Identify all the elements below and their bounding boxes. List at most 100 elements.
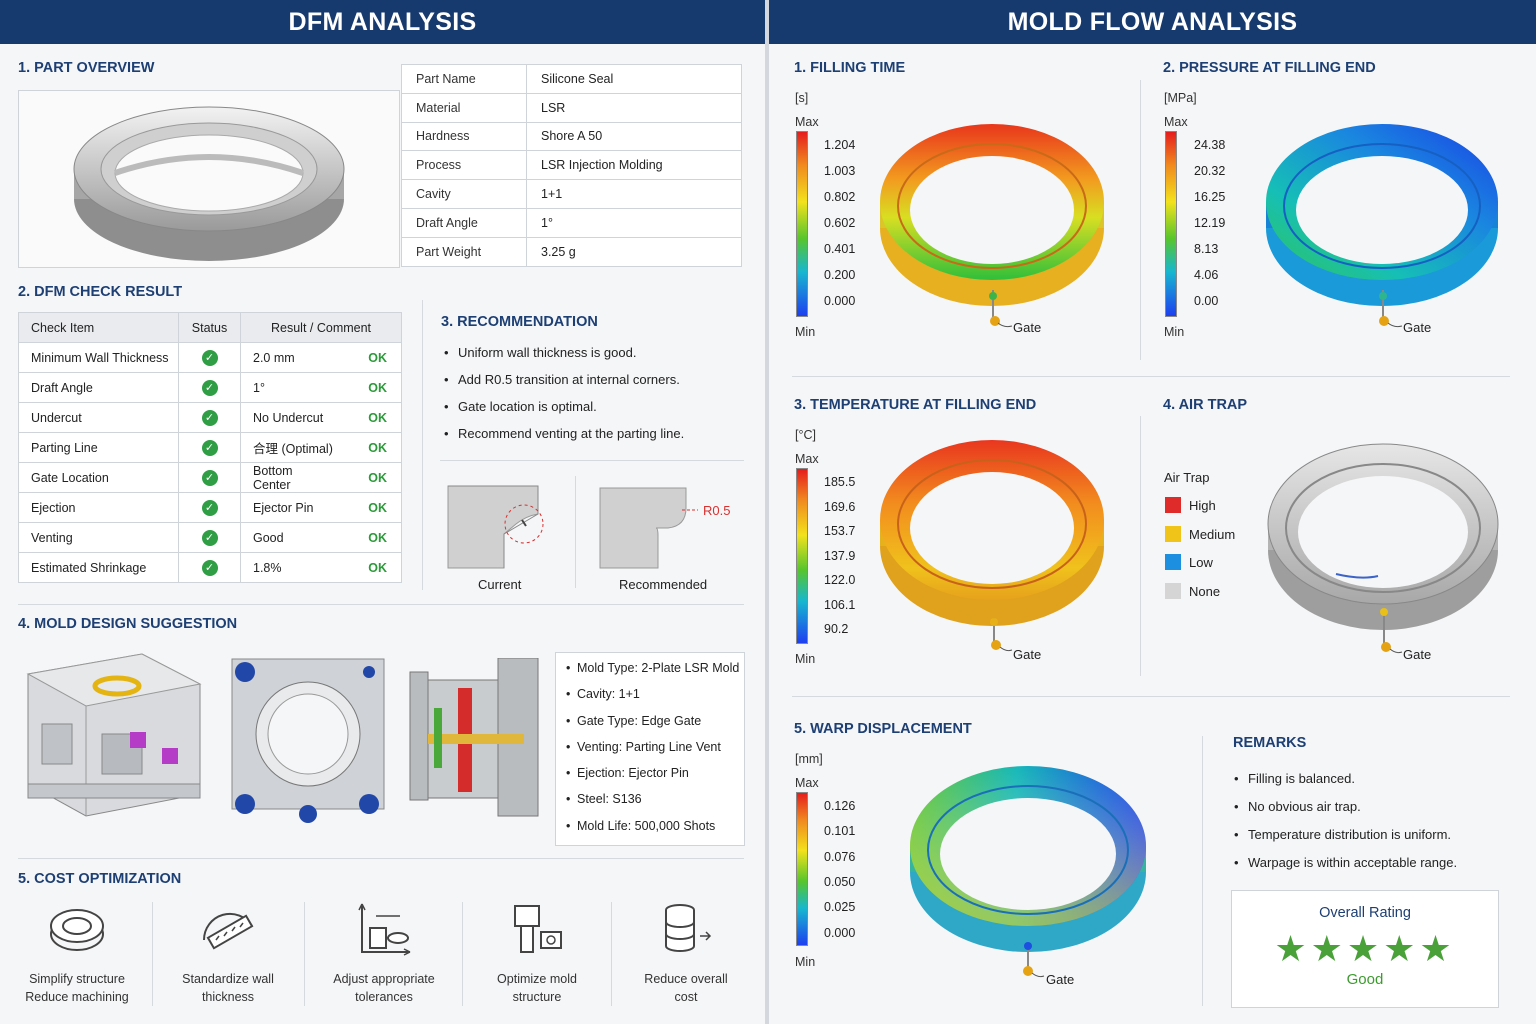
remarks-item: Warpage is within acceptable range. (1234, 849, 1457, 877)
temperature-unit: [°C] (795, 428, 816, 442)
cost-item-reduce-cost: Reduce overall cost (630, 900, 742, 1006)
check-item: Gate Location (18, 462, 179, 493)
star-rating-icon: ★★★★★ (1274, 928, 1456, 969)
status-cell: ✓ (178, 492, 241, 523)
legend-swatch (1165, 582, 1181, 599)
check-circle-icon: ✓ (201, 559, 218, 576)
check-item: Parting Line (18, 432, 179, 463)
corner-current-diagram (446, 484, 556, 575)
spec-key: Draft Angle (401, 207, 527, 238)
colorbar-tick-label: 0.401 (824, 242, 856, 256)
overall-rating-title: Overall Rating (1319, 905, 1411, 921)
warp-colorbar (796, 792, 808, 946)
spec-value: 3.25 g (526, 236, 742, 267)
air-trap-ring (1266, 440, 1502, 661)
dfm-panel: DFM ANALYSIS 1. PART OVERVIEW Part Name S… (0, 0, 765, 1024)
panel-divider (765, 0, 769, 1024)
status-cell: ✓ (178, 432, 241, 463)
spec-key: Part Weight (401, 236, 527, 267)
warp-ring (908, 764, 1152, 989)
corner-recommended-diagram (598, 486, 698, 575)
tolerance-icon (358, 903, 411, 956)
status-cell: ✓ (178, 342, 241, 373)
legend-label: Low (1189, 555, 1213, 570)
check-circle-icon: ✓ (201, 379, 218, 396)
colorbar-tick-label: 169.6 (824, 499, 856, 514)
check-circle-icon: ✓ (201, 529, 218, 546)
cost-item-line2: tolerances (355, 990, 413, 1004)
temperature-min-label: Min (795, 652, 816, 666)
colorbar-tick-label: 24.38 (1194, 138, 1226, 152)
table-row: Gate Location ✓ Bottom Center OK (18, 462, 402, 493)
table-header-row: Check Item Status Result / Comment (18, 312, 402, 343)
ok-badge: OK (333, 462, 402, 493)
ruler-icon (202, 912, 254, 950)
filling-time-ring (878, 118, 1110, 333)
colorbar-tick-label: 1.003 (824, 164, 856, 178)
spec-key: Material (401, 92, 527, 123)
check-item: Venting (18, 522, 179, 553)
colorbar-tick-label: 8.13 (1194, 242, 1219, 256)
recommendation-item: Add R0.5 transition at internal corners. (444, 372, 684, 399)
colorbar-tick-label: 16.25 (1194, 190, 1226, 204)
coins-icon (665, 904, 712, 952)
spec-value: 1° (526, 207, 742, 238)
pressure-title: 2. PRESSURE AT FILLING END (1163, 60, 1376, 76)
mold-spec-item: Gate Type: Edge Gate (566, 714, 744, 740)
check-item: Draft Angle (18, 372, 179, 403)
temperature-colorbar (796, 468, 808, 644)
pressure-max-label: Max (1164, 115, 1188, 129)
colorbar-tick-label: 0.025 (824, 900, 856, 915)
spec-key: Process (401, 150, 527, 181)
colorbar-tick-label: 0.00 (1194, 294, 1219, 308)
check-item: Minimum Wall Thickness (18, 342, 179, 373)
colorbar-tick-label: 0.000 (824, 294, 856, 308)
check-item: Estimated Shrinkage (18, 552, 179, 583)
check-circle-icon: ✓ (201, 349, 218, 366)
colorbar-tick-label: 0.050 (824, 874, 856, 889)
colorbar-tick-label: 0.076 (824, 849, 856, 864)
ok-badge: OK (333, 402, 402, 433)
legend-label: High (1189, 498, 1216, 513)
temperature-max-label: Max (795, 452, 819, 466)
overall-rating-box: Overall Rating ★★★★★ Good (1231, 890, 1499, 1008)
table-row: Ejection ✓ Ejector Pin OK (18, 492, 402, 523)
recommendation-item: Recommend venting at the parting line. (444, 426, 684, 453)
col-check-item: Check Item (18, 312, 179, 343)
colorbar-tick-label: 0.101 (824, 824, 856, 839)
cost-item-line2: thickness (201, 990, 255, 1004)
cost-item-line2: cost (674, 990, 698, 1004)
remarks-list: Filling is balanced. No obvious air trap… (1234, 765, 1457, 877)
spec-value: LSR Injection Molding (526, 150, 742, 181)
recommendation-title: 3. RECOMMENDATION (441, 314, 598, 330)
filling-time-min-label: Min (795, 325, 816, 339)
legend-swatch (1165, 497, 1181, 513)
cost-item-line1: Optimize mold (497, 972, 577, 986)
current-label: Current (478, 577, 522, 592)
overall-rating-value: Good (1346, 971, 1384, 988)
table-row: Minimum Wall Thickness ✓ 2.0 mm OK (18, 342, 402, 373)
mold-3d-render (22, 644, 206, 825)
warp-title: 5. WARP DISPLACEMENT (794, 721, 972, 737)
table-row: Estimated Shrinkage ✓ 1.8% OK (18, 552, 402, 583)
colorbar-tick-label: 12.19 (1194, 216, 1226, 230)
seal-ring-render (73, 106, 345, 261)
legend-swatch (1165, 525, 1181, 542)
part-spec-table: Part Name Silicone Seal Material LSR Hardnes… (401, 64, 742, 267)
mold-spec-item: Venting: Parting Line Vent (566, 740, 744, 766)
colorbar-tick-label: 20.32 (1194, 164, 1226, 178)
table-row: Venting ✓ Good OK (18, 522, 402, 553)
pressure-ring (1264, 118, 1504, 333)
cost-item-line1: Simplify structure (29, 972, 125, 986)
check-circle-icon: ✓ (201, 409, 218, 426)
remarks-title: REMARKS (1233, 735, 1307, 751)
result-value: 合理 (Optimal) (240, 432, 334, 463)
result-value: No Undercut (240, 402, 334, 433)
remarks-item: Filling is balanced. (1234, 765, 1457, 793)
check-circle-icon: ✓ (201, 499, 218, 516)
warp-gate-label: Gate (1046, 972, 1075, 987)
spec-row: Cavity 1+1 (401, 179, 742, 209)
recommendation-list: Uniform wall thickness is good. Add R0.5… (444, 345, 684, 453)
col-status: Status (178, 312, 241, 343)
colorbar-tick-label: 4.06 (1194, 268, 1219, 282)
